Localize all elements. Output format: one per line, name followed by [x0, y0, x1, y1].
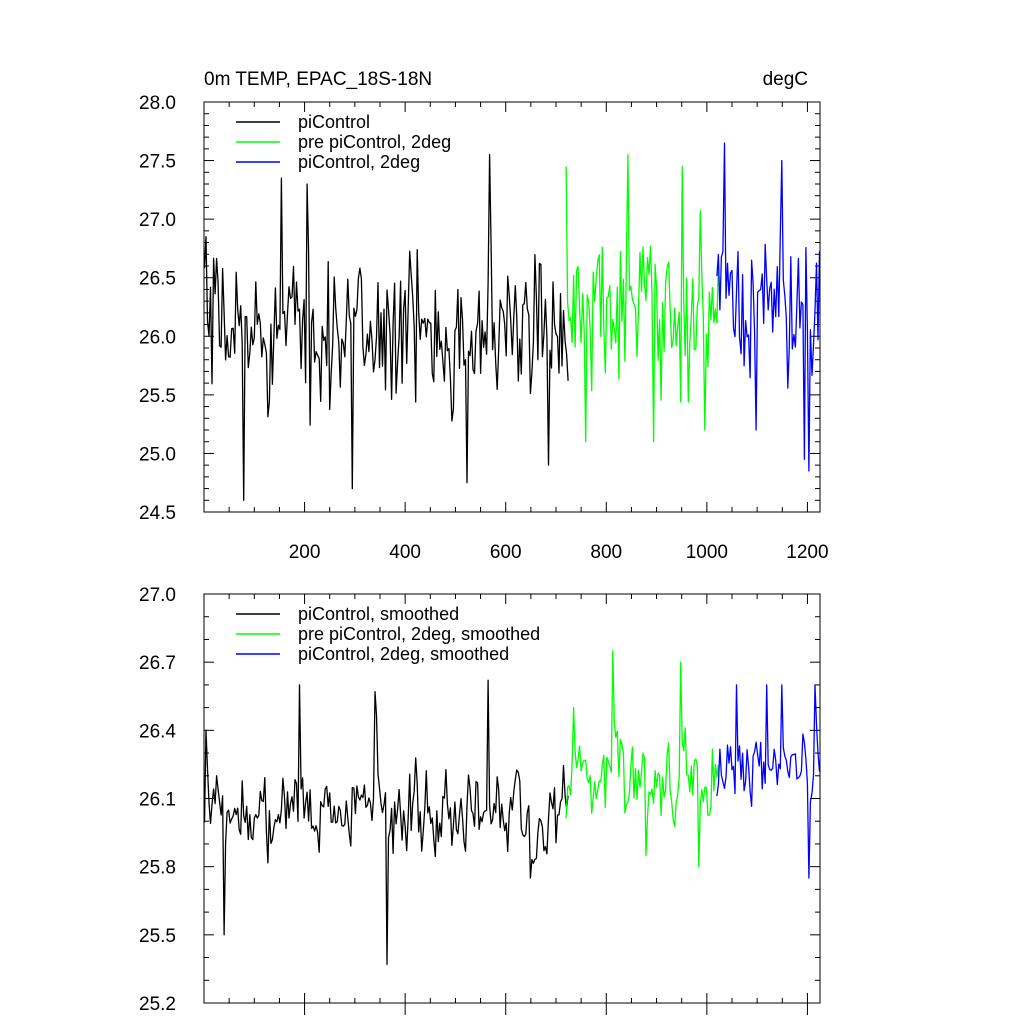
bottom-legend-label: pre piControl, 2deg, smoothed [298, 624, 540, 644]
top-series-piControl-2deg [716, 142, 821, 472]
top-plot-frame [203, 101, 821, 513]
top-xtick-label: 1200 [786, 542, 828, 563]
top-title-left: 0m TEMP, EPAC_18S-18N [204, 69, 432, 90]
top-legend-label: pre piControl, 2deg [298, 132, 451, 152]
top-series-lines [203, 142, 821, 501]
top-series-piControl [203, 154, 569, 501]
top-ytick-label: 27.0 [139, 210, 176, 231]
top-ytick-label: 27.5 [139, 152, 176, 173]
top-ytick-label: 25.0 [139, 444, 176, 465]
top-title-right: degC [763, 69, 808, 90]
top-ytick-label: 26.5 [139, 269, 176, 290]
top-series-pre-piControl-2deg [565, 154, 720, 443]
top-legend-label: piControl, 2deg [298, 152, 420, 172]
top-x-tick-labels: 200 400 600 800 1000 1200 [289, 542, 829, 563]
top-xtick-label: 200 [289, 542, 321, 563]
bottom-ytick-label: 26.1 [139, 790, 176, 811]
top-xtick-label: 800 [590, 542, 622, 563]
bottom-ytick-label: 26.4 [139, 721, 176, 742]
bottom-legend-label: piControl, 2deg, smoothed [298, 644, 509, 664]
bottom-ytick-label: 27.0 [139, 585, 176, 606]
top-xtick-label: 1000 [686, 542, 728, 563]
bottom-ytick-label: 26.7 [139, 653, 176, 674]
bottom-plot-frame [203, 593, 821, 1004]
bottom-series-piControl-smoothed [203, 679, 569, 966]
bottom-series-lines [203, 650, 821, 966]
top-ytick-label: 24.5 [139, 503, 176, 524]
top-ytick-label: 25.5 [139, 386, 176, 407]
top-xtick-label: 400 [389, 542, 421, 563]
top-y-tick-labels: 28.0 27.5 27.0 26.5 26.0 25.5 25.0 24.5 [139, 93, 176, 524]
bottom-panel: 27.0 26.7 26.4 26.1 25.8 25.5 25.2 piCon… [139, 585, 821, 1015]
bottom-series-piControl-2deg-smoothed [716, 684, 821, 879]
bottom-ytick-label: 25.2 [139, 994, 176, 1015]
bottom-y-tick-labels: 27.0 26.7 26.4 26.1 25.8 25.5 25.2 [139, 585, 176, 1015]
bottom-series-pre-piControl-2deg-smoothed [565, 650, 720, 868]
bottom-legend: piControl, smoothed pre piControl, 2deg,… [236, 604, 540, 664]
top-xtick-label: 600 [490, 542, 522, 563]
bottom-ytick-label: 25.8 [139, 858, 176, 879]
top-panel: 0m TEMP, EPAC_18S-18N degC 28.0 27.5 27.… [139, 69, 829, 563]
bottom-ytick-label: 25.5 [139, 926, 176, 947]
top-ticks [204, 101, 820, 513]
bottom-legend-label: piControl, smoothed [298, 604, 459, 624]
top-legend: piControl pre piControl, 2deg piControl,… [236, 112, 451, 172]
top-legend-label: piControl [298, 112, 370, 132]
top-ytick-label: 28.0 [139, 93, 176, 114]
top-ytick-label: 26.0 [139, 327, 176, 348]
